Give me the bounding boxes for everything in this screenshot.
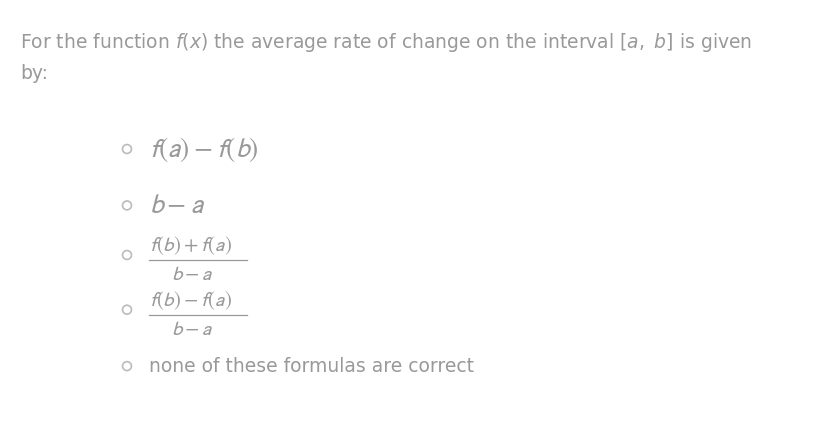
Text: $\mathit{b} - \mathit{a}$: $\mathit{b} - \mathit{a}$ xyxy=(149,191,205,219)
Text: by:: by: xyxy=(20,64,48,83)
Text: $\mathit{b}-\mathit{a}$: $\mathit{b}-\mathit{a}$ xyxy=(171,265,214,285)
Text: $\mathit{b}-\mathit{a}$: $\mathit{b}-\mathit{a}$ xyxy=(171,319,214,339)
Text: $\mathit{f}(\mathit{b})+\mathit{f}(\mathit{a})$: $\mathit{f}(\mathit{b})+\mathit{f}(\math… xyxy=(149,234,232,257)
Text: $\mathit{f}(\mathit{a}) - \mathit{f}(\mathit{b})$: $\mathit{f}(\mathit{a}) - \mathit{f}(\ma… xyxy=(149,135,259,163)
Text: For the function $f(x)$ the average rate of change on the interval $\left[a,\ b\: For the function $f(x)$ the average rate… xyxy=(20,31,752,54)
Text: $\mathit{f}(\mathit{b})-\mathit{f}(\mathit{a})$: $\mathit{f}(\mathit{b})-\mathit{f}(\math… xyxy=(149,289,232,312)
Text: none of these formulas are correct: none of these formulas are correct xyxy=(149,357,474,376)
